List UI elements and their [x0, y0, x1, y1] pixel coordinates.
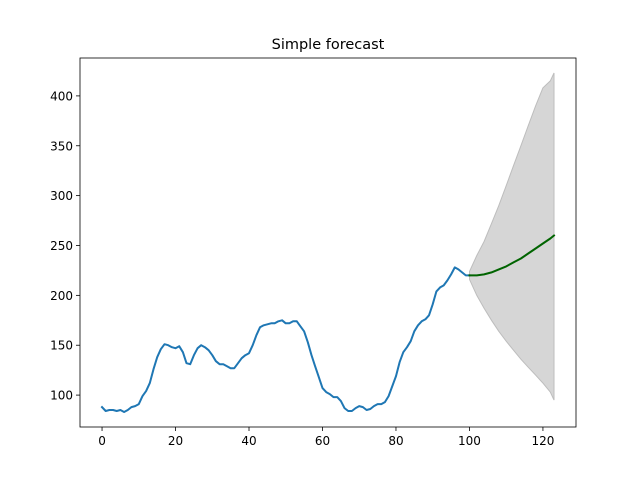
y-tick-label: 200 — [50, 289, 73, 303]
confidence-band-layer — [469, 72, 555, 401]
plot-frame — [79, 57, 577, 428]
y-tick-label: 150 — [50, 339, 73, 353]
y-tick-label: 250 — [50, 239, 73, 253]
x-tick-label: 60 — [315, 434, 330, 448]
y-tick-label: 300 — [50, 189, 73, 203]
x-tick-label: 100 — [458, 434, 481, 448]
x-tick-label: 40 — [241, 434, 256, 448]
confidence-band — [469, 72, 555, 401]
chart-title: Simple forecast — [272, 37, 385, 53]
y-tick-label: 100 — [50, 389, 73, 403]
x-tick-label: 80 — [388, 434, 403, 448]
series-lines-layer — [100, 234, 556, 413]
axes-layer: 0 20 40 60 80 100 120 100 150 200 250 300 350 400 — [50, 57, 577, 448]
x-tick-label: 20 — [168, 434, 183, 448]
forecast-series-line — [468, 234, 556, 277]
history-series-line — [100, 266, 471, 413]
y-tick-label: 400 — [50, 89, 73, 103]
x-tick-label: 120 — [531, 434, 554, 448]
y-tick-label: 350 — [50, 139, 73, 153]
x-tick-label: 0 — [98, 434, 106, 448]
